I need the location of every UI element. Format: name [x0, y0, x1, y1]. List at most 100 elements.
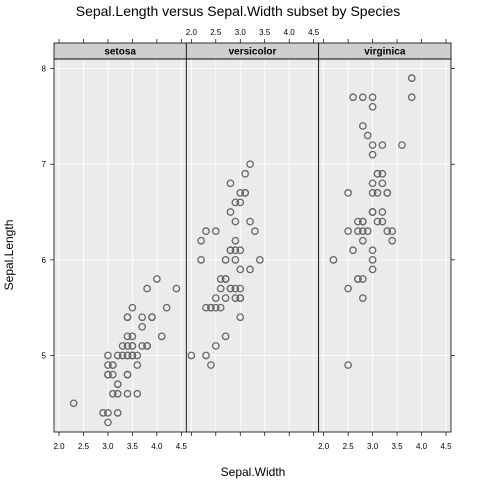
x-tick-label: 4.5 — [440, 442, 452, 451]
data-point — [358, 217, 367, 226]
x-tick-label: 4.0 — [284, 28, 296, 37]
data-point — [123, 389, 132, 398]
data-point — [207, 303, 215, 312]
data-point — [358, 227, 367, 236]
data-point — [153, 275, 161, 283]
x-tick-label: 2.0 — [186, 28, 198, 37]
x-tick-label: 3.0 — [235, 28, 247, 37]
data-point — [236, 294, 245, 302]
data-point — [133, 351, 142, 360]
data-point — [241, 189, 250, 197]
data-point — [358, 93, 367, 102]
data-point — [378, 169, 387, 178]
data-point — [236, 313, 245, 322]
y-axis-label: Sepal.Length — [2, 220, 16, 291]
data-point — [113, 389, 122, 398]
x-tick-label: 2.0 — [53, 442, 65, 451]
data-point — [407, 74, 416, 82]
data-point — [358, 122, 367, 130]
data-point — [368, 93, 377, 102]
data-point — [128, 332, 137, 341]
data-point — [113, 380, 122, 389]
data-point — [246, 217, 254, 226]
data-point — [246, 265, 254, 274]
x-axis-label: Sepal.Width — [221, 465, 286, 479]
data-point — [104, 409, 112, 417]
data-point — [378, 141, 387, 149]
data-point — [373, 217, 382, 226]
data-point — [143, 284, 151, 293]
data-point — [226, 179, 235, 188]
data-point — [368, 102, 377, 111]
data-point — [368, 255, 377, 264]
data-point — [197, 236, 205, 245]
data-point — [363, 227, 372, 236]
data-point — [226, 246, 235, 255]
data-point — [231, 255, 240, 264]
data-point — [123, 313, 132, 322]
panel-virginica: virginica 2.0 2.5 3.0 3.5 4.0 4.5 — [318, 39, 452, 451]
data-point — [157, 332, 166, 341]
data-point — [221, 332, 230, 341]
data-point — [123, 342, 132, 350]
y-tick-label: 5 — [42, 351, 47, 360]
panel-versicolor: versicolor 2.0 2.5 3.0 3.5 4.0 4.5 — [186, 28, 320, 436]
data-point — [349, 93, 357, 102]
data-point — [128, 351, 137, 360]
data-point — [236, 198, 245, 207]
data-point — [368, 141, 377, 149]
data-point — [187, 351, 196, 360]
data-point — [69, 399, 78, 408]
data-point — [354, 275, 362, 283]
x-tick-label: 4.0 — [151, 442, 163, 451]
data-point — [373, 169, 382, 178]
data-point — [246, 160, 254, 169]
data-point — [108, 361, 117, 369]
data-point — [344, 361, 352, 369]
data-point — [231, 284, 240, 293]
data-point — [118, 351, 127, 360]
data-point — [221, 294, 230, 302]
data-point — [211, 342, 220, 350]
panel-background — [186, 59, 319, 432]
data-point — [388, 236, 397, 245]
data-point — [133, 389, 142, 398]
data-point — [226, 208, 235, 216]
data-point — [216, 275, 225, 283]
x-tick-label: 3.5 — [127, 442, 139, 451]
x-tick-label: 2.5 — [210, 28, 222, 37]
x-tick-label: 3.0 — [102, 442, 114, 451]
data-point — [128, 342, 137, 350]
data-point — [104, 370, 112, 379]
data-point — [388, 227, 397, 236]
data-point — [236, 284, 245, 293]
data-point — [221, 275, 230, 283]
data-point — [216, 284, 225, 293]
data-point — [383, 189, 392, 197]
data-point — [358, 294, 367, 302]
panels-layer: setosa 2.0 2.5 3.0 3.5 4.0 4.5 versicolor 2.0 2.5… — [42, 28, 455, 451]
data-point — [344, 227, 352, 236]
x-tick-label: 2.5 — [78, 442, 90, 451]
data-point — [354, 227, 362, 236]
data-point — [118, 342, 127, 350]
data-point — [128, 303, 137, 312]
strip-label-versicolor: versicolor — [229, 47, 277, 58]
data-point — [349, 246, 357, 255]
data-point — [378, 217, 387, 226]
data-point — [344, 189, 352, 197]
data-point — [108, 370, 117, 379]
data-point — [104, 351, 112, 360]
x-tick-label: 4.5 — [308, 28, 320, 37]
data-point — [368, 208, 377, 216]
data-point — [148, 313, 156, 322]
chart-title: Sepal.Length versus Sepal.Width subset b… — [76, 3, 401, 19]
data-point — [113, 351, 122, 360]
data-point — [207, 361, 215, 369]
data-point — [407, 93, 416, 102]
data-point — [216, 303, 225, 312]
data-point — [373, 189, 382, 197]
data-point — [344, 284, 352, 293]
data-point — [231, 198, 240, 207]
x-tick-label: 3.5 — [259, 28, 271, 37]
